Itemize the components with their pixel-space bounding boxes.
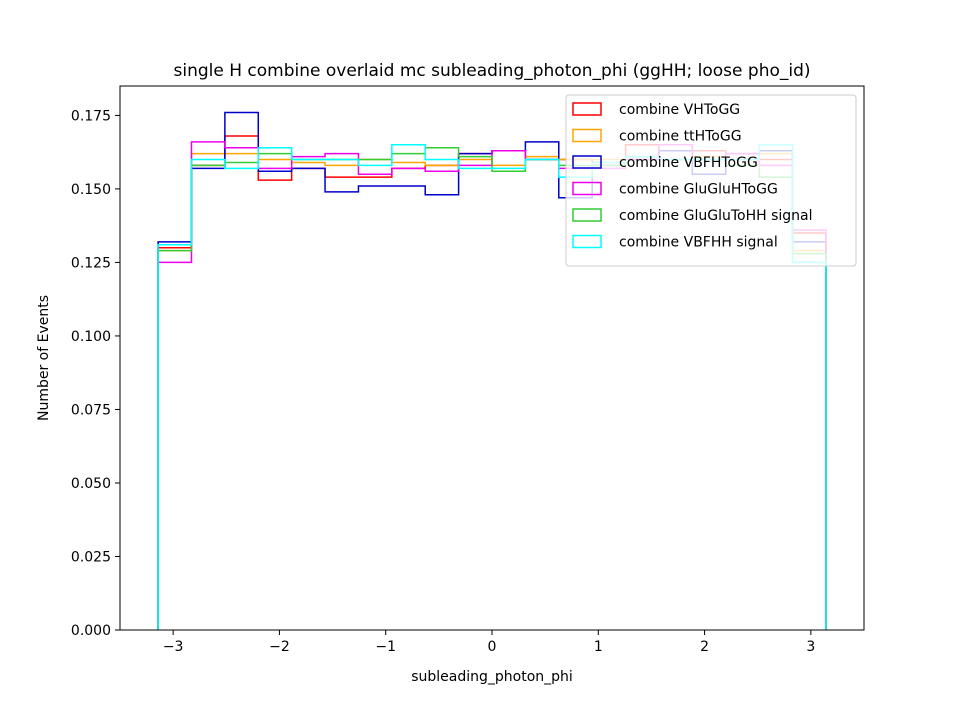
legend-label: combine VBFHToGG (619, 155, 758, 171)
x-tick-label: 2 (700, 639, 709, 655)
x-axis: −3 −2 −1 0 1 2 3 (163, 630, 815, 655)
y-tick-label: 0.150 (71, 182, 111, 198)
x-tick-label: 0 (488, 639, 497, 655)
y-tick-label: 0.000 (71, 623, 111, 639)
y-tick-label: 0.100 (71, 329, 111, 345)
legend-box (565, 94, 857, 267)
y-tick-label: 0.125 (71, 255, 111, 271)
y-tick-label: 0.050 (71, 476, 111, 492)
legend-label: combine VHToGG (619, 102, 740, 118)
x-tick-label: 3 (806, 639, 815, 655)
legend-label: combine ttHToGG (619, 129, 742, 145)
y-axis-label: Number of Events (36, 295, 52, 421)
legend-swatch (572, 234, 602, 249)
legend-swatch (572, 102, 602, 116)
y-tick-label: 0.075 (71, 402, 111, 418)
legend-label: combine GluGluToHH signal (619, 208, 813, 224)
legend-swatch (572, 128, 602, 143)
x-tick-label: −2 (269, 639, 290, 655)
y-tick-label: 0.025 (71, 549, 111, 565)
legend-label: combine GluGluHToGG (619, 182, 778, 198)
x-tick-label: −3 (163, 639, 184, 655)
x-tick-label: 1 (594, 639, 603, 655)
legend-label: combine VBFHH signal (619, 235, 778, 251)
legend-swatch (572, 208, 602, 222)
y-axis: 0.000 0.025 0.050 0.075 0.100 0.125 0.150 0.175 (71, 108, 120, 639)
x-tick-label: −1 (375, 639, 396, 655)
legend-swatch (572, 181, 602, 196)
x-axis-label: subleading_photon_phi (411, 669, 573, 685)
chart-title: single H combine overlaid mc subleading_… (173, 61, 810, 81)
legend-swatch (572, 155, 602, 169)
y-tick-label: 0.175 (71, 108, 111, 124)
legend: combine VHToGG combine ttHToGG combine VBF… (565, 94, 857, 267)
